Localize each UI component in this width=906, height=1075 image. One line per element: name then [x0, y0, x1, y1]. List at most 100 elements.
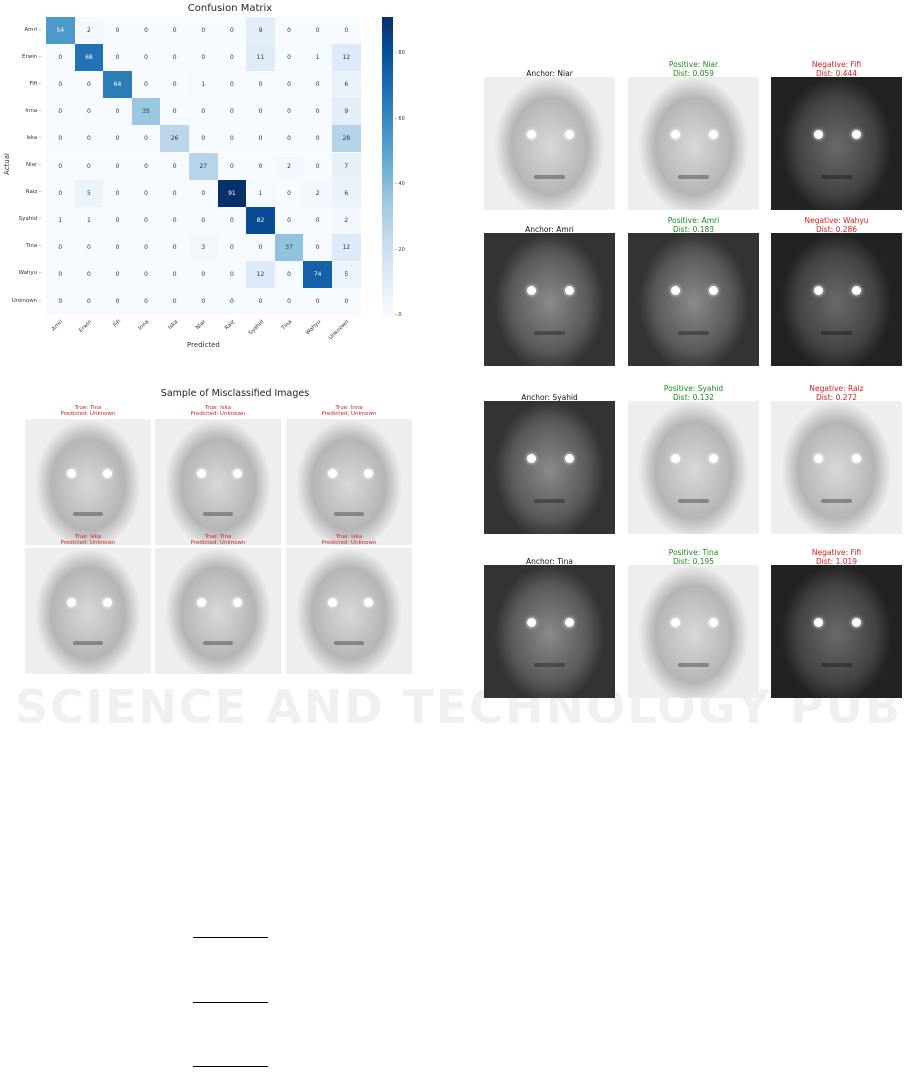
heatmap-cell: 0 [274, 125, 304, 153]
heatmap-cell: 3 [189, 233, 218, 261]
mouth-shading [677, 331, 710, 336]
heatmap-cell: 0 [246, 98, 275, 126]
heatmap-cell: 12 [246, 260, 275, 288]
negative-distance: Dist: 0.286 [815, 225, 858, 234]
heatmap-cell: 6 [332, 179, 361, 207]
heatmap-cell: 9 [246, 17, 275, 45]
heatmap-cell: 0 [131, 233, 161, 261]
column-label: Unknown [328, 319, 351, 342]
eye-highlight [364, 469, 374, 479]
mouth-shading [677, 663, 710, 668]
eye-highlight [671, 286, 681, 296]
positive-distance: Dist: 0.132 [672, 393, 715, 402]
heatmap-cell: 0 [274, 179, 304, 207]
eye-highlight [527, 286, 537, 296]
heatmap-cell: 0 [160, 44, 189, 72]
eye-highlight [527, 618, 537, 628]
positive-distance: Dist: 0.195 [672, 557, 715, 566]
positive-face-image [628, 401, 759, 534]
misclassified-face-image [25, 548, 151, 674]
row-label: Syahid - [18, 216, 41, 223]
heatmap-cell: 0 [217, 125, 247, 153]
heatmap-cell: 0 [332, 17, 361, 45]
heatmap-cell: 0 [303, 233, 332, 261]
heatmap-cell: 0 [46, 179, 75, 207]
heatmap-cell: 0 [189, 206, 218, 234]
mouth-shading [72, 512, 104, 517]
eye-highlight [565, 454, 575, 464]
row-label: Niar - [25, 162, 41, 169]
heatmap-cell: 0 [217, 71, 247, 99]
triplet-title: Positive: Tina Dist: 0.195 [628, 548, 759, 566]
heatmap-cell: 0 [303, 98, 332, 126]
misclassified-face-image [286, 548, 412, 674]
eye-highlight [565, 130, 575, 140]
heatmap-cell: 0 [189, 98, 218, 126]
eye-highlight [852, 454, 862, 464]
mouth-shading [533, 499, 566, 504]
heatmap-cell: 0 [189, 17, 218, 45]
heatmap-cell: 0 [274, 206, 304, 234]
heatmap-cell: 0 [217, 288, 247, 316]
negative-face-image [771, 565, 902, 698]
positive-distance: Dist: 0.059 [672, 69, 715, 78]
heatmap-cell: 0 [217, 260, 247, 288]
eye-highlight [671, 130, 681, 140]
eye-highlight [66, 469, 76, 479]
anchor-face-image [484, 77, 615, 210]
heatmap-cell: 0 [131, 125, 161, 153]
misclassified-label: True: Iska Predicted: Unknown [155, 405, 281, 417]
heatmap-cell: 0 [131, 152, 161, 180]
positive-label: Positive: Syahid [663, 384, 724, 393]
heatmap-cell: 0 [303, 71, 332, 99]
positive-label: Positive: Tina [668, 548, 719, 557]
heatmap-cell: 0 [103, 288, 132, 316]
heatmap-cell: 0 [103, 125, 132, 153]
eye-highlight [709, 286, 719, 296]
heatmap-cell: 2 [332, 206, 361, 234]
heatmap-cell: 0 [160, 260, 189, 288]
mouth-shading [202, 641, 234, 646]
eye-highlight [814, 286, 824, 296]
eye-highlight [196, 469, 206, 479]
heatmap-cell: 0 [74, 71, 104, 99]
mouth-shading [677, 499, 710, 504]
eye-highlight [814, 454, 824, 464]
positive-label: Positive: Niar [668, 60, 719, 69]
colorbar-tick: - 0 [395, 312, 402, 318]
heatmap-cell: 2 [303, 179, 332, 207]
triplet-title: Negative: Fifi Dist: 1.019 [771, 548, 902, 566]
row-label: Amri - [24, 26, 41, 33]
heatmap-cell: 0 [103, 44, 132, 72]
heatmap-cell: 0 [131, 44, 161, 72]
heatmap-cell: 74 [303, 260, 332, 288]
misclassified-label: True: Tina Predicted: Unknown [155, 534, 281, 546]
heatmap-cell: 0 [274, 44, 304, 72]
heatmap-cell: 0 [103, 233, 132, 261]
heatmap-cell: 54 [46, 17, 75, 45]
heatmap-cell: 0 [189, 260, 218, 288]
heatmap-cell: 0 [46, 44, 75, 72]
true-label: True: Iska [335, 534, 363, 540]
heatmap-cell: 28 [332, 125, 361, 153]
true-label: True: Tina [204, 534, 232, 540]
heatmap-cell: 6 [332, 71, 361, 99]
eye-highlight [852, 130, 862, 140]
divider-line [193, 1066, 268, 1067]
predicted-label: Predicted: Unknown [60, 411, 116, 417]
eye-highlight [852, 618, 862, 628]
heatmap-cell: 0 [131, 206, 161, 234]
eye-highlight [327, 598, 337, 608]
eye-highlight [565, 286, 575, 296]
heatmap-cell: 0 [274, 71, 304, 99]
heatmap-cell: 0 [217, 233, 247, 261]
heatmap-cell: 0 [246, 125, 275, 153]
eye-highlight [565, 618, 575, 628]
positive-face-image [628, 77, 759, 210]
heatmap-cell: 0 [217, 152, 247, 180]
negative-label: Negative: Fifi [811, 548, 862, 557]
heatmap-cell: 0 [74, 260, 104, 288]
row-label: Tina - [25, 243, 41, 250]
colorbar-tick: - 60 [395, 115, 405, 122]
positive-distance: Dist: 0.183 [672, 225, 715, 234]
